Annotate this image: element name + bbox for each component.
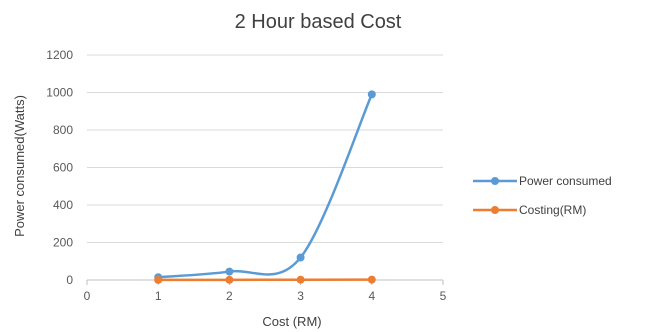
y-tick-label: 0 [66,273,73,287]
y-tick-label: 400 [53,198,73,212]
chart-title: 2 Hour based Cost [235,11,402,33]
data-point [154,275,163,284]
x-axis-label: Cost (RM) [262,314,321,329]
x-tick-label: 1 [155,289,162,303]
legend-marker [491,177,499,185]
y-tick-label: 200 [53,236,73,250]
legend-marker [491,206,499,214]
x-tick-label: 4 [368,289,375,303]
y-axis-tick-labels: 0 200 400 600 800 1000 1200 [46,48,73,287]
data-point [225,267,234,276]
series-points [154,90,376,284]
data-point [367,90,376,99]
data-point [296,253,305,262]
y-axis-label: Power consumed(Watts) [12,95,27,237]
data-point [296,275,305,284]
data-point [225,275,234,284]
data-point [367,275,376,284]
y-tick-label: 1000 [46,86,73,100]
y-tick-label: 600 [53,161,73,175]
legend: Power consumed Costing(RM) [473,174,612,217]
series-line-1 [158,93,373,279]
x-tick-label: 0 [84,289,91,303]
x-tick-label: 3 [297,289,304,303]
x-tick-label: 5 [440,289,447,303]
legend-label: Power consumed [519,174,612,188]
y-tick-label: 1200 [46,48,73,62]
x-tick-label: 2 [226,289,233,303]
x-axis-tick-labels: 0 1 2 3 4 5 [84,289,447,303]
y-tick-label: 800 [53,123,73,137]
legend-label: Costing(RM) [519,203,586,217]
gridlines [87,54,443,243]
series-lines [158,93,373,282]
